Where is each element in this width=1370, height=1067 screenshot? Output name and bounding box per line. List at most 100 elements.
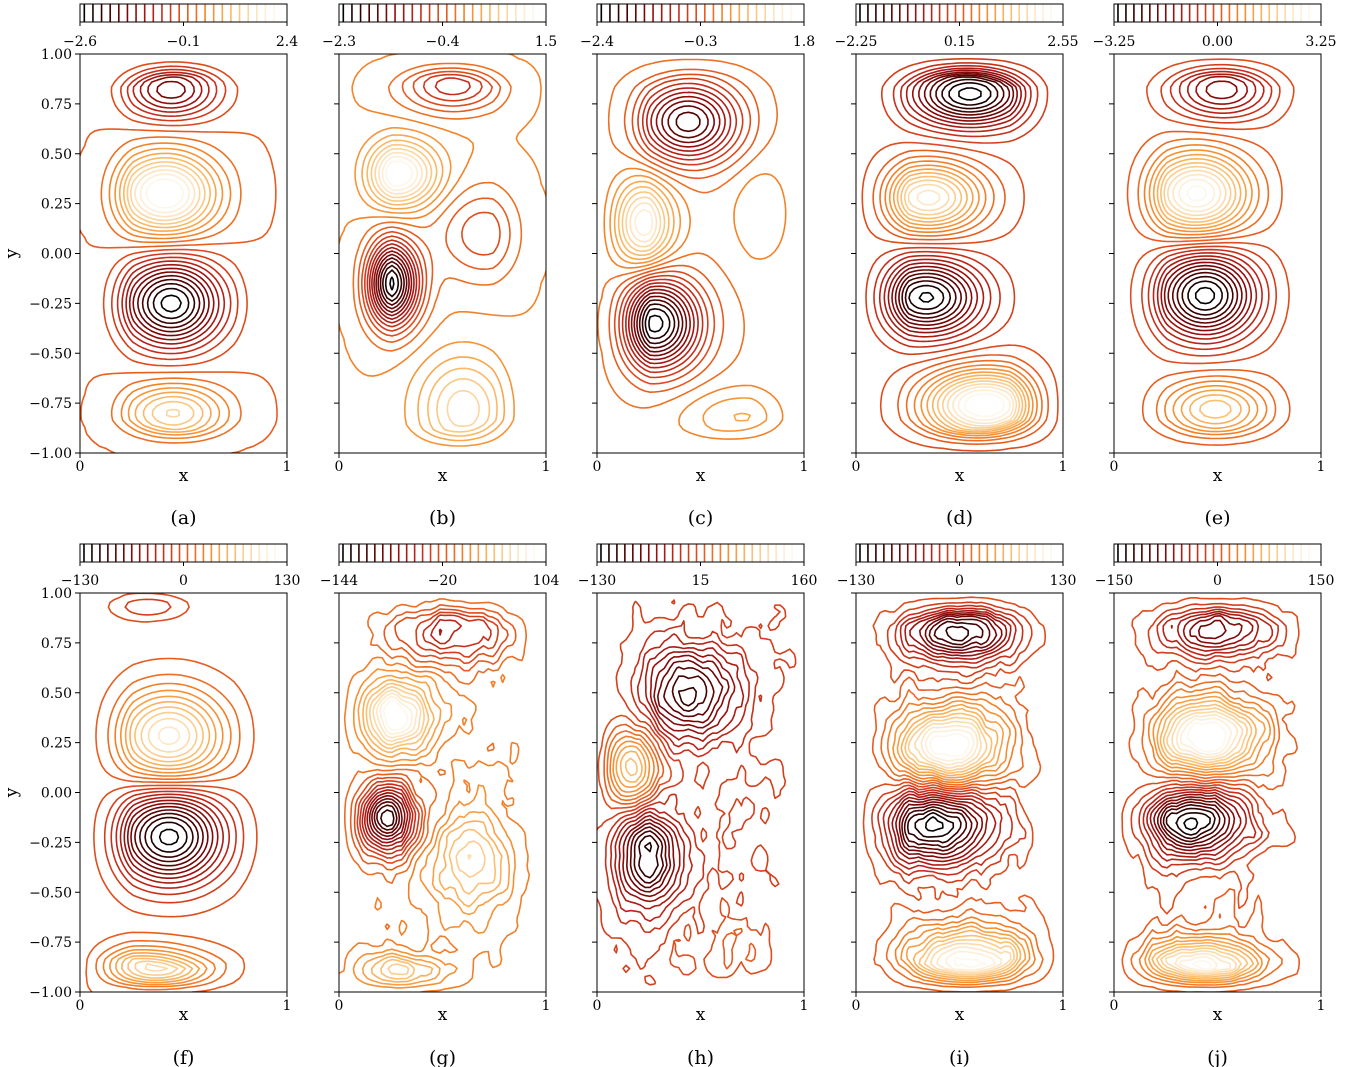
panel-f-ylabel: y — [2, 787, 22, 798]
panel-d-contour-level — [865, 58, 1049, 356]
panel-i-colorbar-tick-label: 0 — [955, 573, 964, 589]
panel-a-ytick-label: 0.00 — [41, 247, 72, 263]
panel-e-colorbar-tick-label: 3.25 — [1305, 34, 1336, 50]
panel-c-xtick-label: 0 — [593, 459, 602, 475]
panel-d-contour-level — [898, 74, 1011, 323]
panel-j-contour-level — [1138, 685, 1276, 986]
panel-a-contour-level — [130, 165, 201, 418]
panel-c-colorbar — [596, 3, 805, 26]
panel-d-contour-level — [901, 76, 1005, 319]
panel-e-contour-level — [1176, 271, 1234, 320]
panel-a-contour-level — [123, 157, 211, 431]
panel-e-contour-level — [1160, 75, 1252, 336]
panel-f-ytick-label: 0.25 — [41, 736, 72, 752]
panel-f-xtick-label: 0 — [76, 998, 85, 1014]
panel-i-contour-level — [895, 613, 1003, 859]
panel-a-contour-level — [134, 169, 196, 218]
panel-f-ytick-label: 0.50 — [41, 686, 72, 702]
panel-a-contour-level — [126, 161, 206, 426]
panel-b-contour-level — [357, 67, 511, 343]
panel-e-contour-level — [1178, 178, 1216, 208]
panel-i-contour-level — [880, 689, 1044, 988]
panel-j-contour-level — [1149, 612, 1254, 855]
panel-b-contour-level — [364, 73, 483, 332]
panel-g-colorbar — [338, 543, 547, 566]
panel-i-contour-level — [906, 625, 969, 844]
panel-h-contour-level — [609, 735, 655, 798]
panel-c-label: (c) — [688, 507, 713, 529]
panel-h-colorbar — [596, 543, 805, 566]
panel-f-ytick-label: 0.75 — [41, 636, 72, 652]
panel-h-xlabel: x — [696, 1005, 706, 1025]
panel-c-contour-level — [613, 180, 751, 422]
panel-j-colorbar — [1113, 543, 1322, 566]
panel-f-contour-level — [110, 790, 237, 896]
panel-g-colorbar-tick-label: 104 — [533, 573, 560, 589]
panel-h-contour-level — [597, 714, 773, 979]
panel-b-label: (b) — [429, 507, 456, 529]
panel-a-ytick-label: −0.50 — [29, 346, 72, 362]
panel-e-contour-level — [1187, 280, 1223, 311]
panel-b-contour-level — [389, 276, 395, 291]
panel-h-label: (h) — [687, 1047, 714, 1067]
panel-d-contour-level — [872, 149, 1049, 445]
panel-i-colorbar-tick-label: 130 — [1050, 573, 1077, 589]
panel-c-contour-level — [618, 77, 744, 379]
panel-f-contour-level — [158, 828, 180, 846]
panel-b-contour-level — [339, 54, 546, 377]
panel-c-contour-level — [625, 87, 732, 369]
panel-j-xlabel: x — [1213, 1005, 1223, 1025]
panel-a-ylabel: y — [2, 248, 22, 259]
panel-j-xtick-label: 0 — [1110, 998, 1119, 1014]
panel-b-contour-level — [371, 246, 415, 320]
panel-e-contour-level — [1186, 185, 1208, 202]
panel-h-contour-level — [603, 723, 757, 970]
panel-g-contour-level — [359, 614, 492, 855]
panel-h-contours — [597, 599, 797, 986]
panel-d-contour-level — [896, 172, 1027, 433]
panel-a-ytick-label: −0.75 — [29, 396, 72, 412]
panel-b-colorbar-tick-label: −2.3 — [322, 34, 356, 50]
panel-d-contour-level — [878, 64, 1032, 343]
panel-a-contour-level — [152, 287, 190, 320]
panel-h-contour-level — [638, 686, 697, 879]
panel-d-xlabel: x — [955, 466, 965, 486]
panel-h-xtick-label: 1 — [800, 998, 809, 1014]
panel-g-colorbar-frame — [338, 543, 547, 563]
panel-f-colorbar — [79, 543, 288, 566]
panel-e-contour-level — [1172, 173, 1222, 213]
panel-c-xtick-label: 1 — [800, 459, 809, 475]
panel-g-contour-level — [368, 794, 406, 841]
panel-f-contour-level — [123, 799, 219, 879]
panel-a-xlabel: x — [179, 466, 189, 486]
panel-j-xtick-label: 1 — [1317, 998, 1326, 1014]
panel-e-xtick-label: 1 — [1317, 459, 1326, 475]
panel-d-contour-level — [894, 73, 1015, 326]
panel-b-colorbar-tick-label: 1.5 — [535, 34, 557, 50]
panel-b-contours — [339, 54, 546, 447]
panel-d-contour-level — [963, 393, 1005, 418]
panel-g-contour-level — [356, 611, 499, 859]
panel-i-contour-level — [901, 617, 991, 852]
panel-a-colorbar — [79, 3, 288, 26]
panel-d-contour-level — [887, 69, 1022, 334]
panel-e-contour-level — [1137, 138, 1277, 440]
panel-g-contours — [339, 598, 531, 992]
panel-j-contour-level — [1164, 710, 1244, 975]
panel-c-contour-level — [609, 174, 768, 432]
panel-c-contour-level — [613, 73, 752, 385]
panel-g-contour-level — [372, 689, 472, 860]
panel-i-contour-level — [877, 604, 1024, 877]
panel-a-contour-level — [108, 142, 232, 440]
panel-b-contour-level — [366, 139, 498, 437]
panel-d-contour-level — [861, 141, 1059, 452]
panel-f-contour-level — [121, 701, 211, 982]
panel-e-contour-level — [1163, 165, 1232, 220]
panel-i-contour-level — [904, 712, 1018, 978]
panel-h-contour-level — [644, 841, 653, 853]
panel-i-contour-level — [871, 601, 1033, 885]
panel-c-contour-level — [648, 314, 664, 333]
panel-i-xlabel: x — [955, 1005, 965, 1025]
panel-c-contour-level — [638, 111, 701, 349]
panel-a-colorbar-tick-label: 2.4 — [276, 34, 298, 50]
